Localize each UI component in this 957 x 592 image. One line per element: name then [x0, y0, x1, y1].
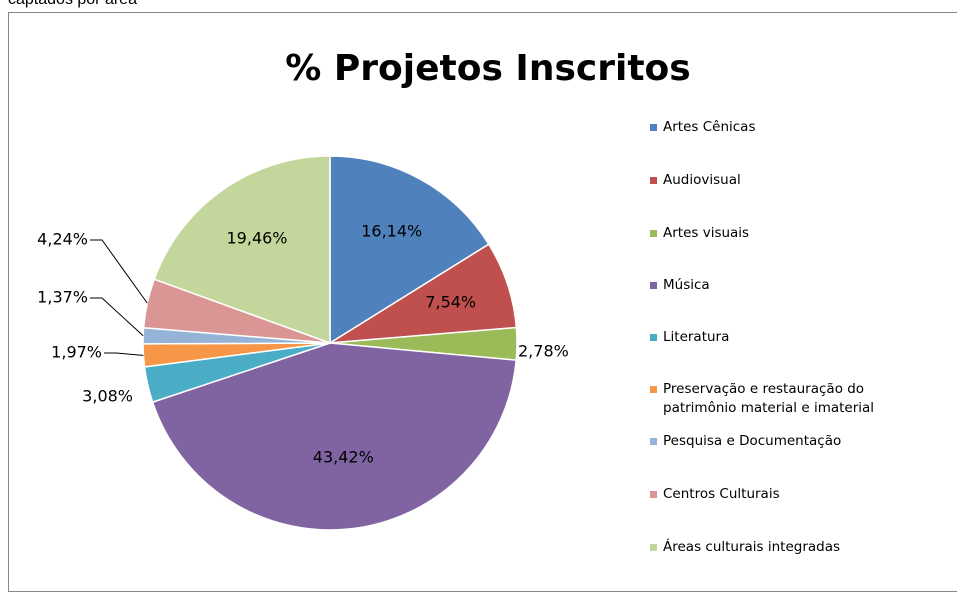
legend-swatch — [650, 282, 657, 289]
legend-label: Música — [663, 277, 710, 293]
data-label: 1,37% — [37, 288, 88, 307]
legend-item: Áreas culturais integradas — [650, 538, 957, 557]
legend-label: Artes visuais — [663, 225, 750, 241]
legend-label: Artes Cênicas — [663, 119, 756, 135]
legend-item: Música — [650, 276, 957, 295]
legend-label: Audiovisual — [663, 172, 741, 188]
data-label: 3,08% — [82, 387, 133, 406]
legend-label: Áreas culturais integradas — [663, 539, 841, 555]
data-label: 4,24% — [37, 230, 88, 249]
legend-item: Literatura — [650, 328, 957, 347]
data-label: 43,42% — [313, 448, 374, 467]
legend-item: Artes visuais — [650, 224, 957, 243]
leader-line — [90, 239, 148, 304]
data-label: 1,97% — [51, 343, 102, 362]
legend-item: Audiovisual — [650, 171, 957, 190]
pie-slice — [329, 155, 490, 345]
legend-swatch — [650, 334, 657, 341]
data-label: 2,78% — [518, 342, 569, 361]
legend-label: Centros Culturais — [663, 486, 780, 502]
legend-swatch — [650, 230, 657, 237]
legend-label: Literatura — [663, 329, 730, 345]
legend-swatch — [650, 438, 657, 445]
legend-item: Preservação e restauração do patrimônio … — [650, 380, 893, 418]
legend-swatch — [650, 177, 657, 184]
legend-swatch — [650, 544, 657, 551]
legend-swatch — [650, 124, 657, 131]
pie-slice — [151, 342, 518, 531]
legend-swatch — [650, 386, 657, 393]
legend-swatch — [650, 491, 657, 498]
legend-item: Centros Culturais — [650, 485, 957, 504]
leader-line — [90, 297, 144, 337]
data-label: 16,14% — [361, 221, 422, 240]
data-label: 19,46% — [227, 228, 288, 247]
legend-item: Artes Cênicas — [650, 118, 957, 137]
pie-slice — [153, 155, 331, 345]
legend-label: Pesquisa e Documentação — [663, 433, 842, 449]
leader-line — [104, 352, 144, 356]
legend-item: Pesquisa e Documentação — [650, 432, 957, 451]
caption: captados por área — [8, 0, 137, 9]
data-label: 7,54% — [425, 293, 476, 312]
chart-title: % Projetos Inscritos — [285, 48, 690, 89]
legend-label: Preservação e restauração do patrimônio … — [663, 381, 875, 416]
